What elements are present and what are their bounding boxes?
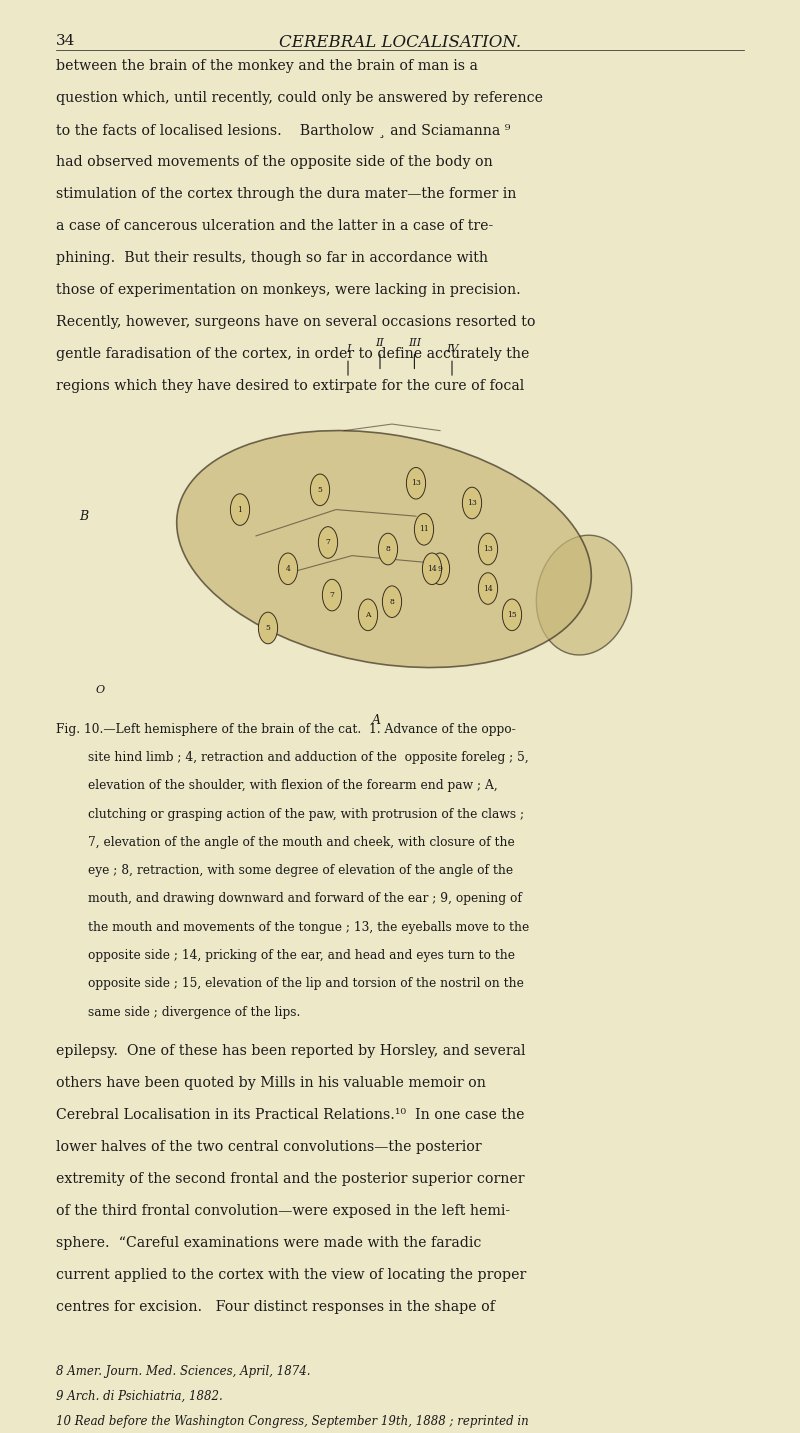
Circle shape [230,494,250,526]
Circle shape [322,579,342,610]
Text: the mouth and movements of the tongue ; 13, the eyeballs move to the: the mouth and movements of the tongue ; … [88,921,530,934]
Circle shape [258,612,278,643]
Circle shape [310,474,330,506]
Circle shape [502,599,522,631]
Text: eye ; 8, retraction, with some degree of elevation of the angle of the: eye ; 8, retraction, with some degree of… [88,864,513,877]
Circle shape [382,586,402,618]
Circle shape [430,553,450,585]
Text: site hind limb ; 4, retraction and adduction of the  opposite foreleg ; 5,: site hind limb ; 4, retraction and adduc… [88,751,529,764]
Text: 8 Amer. Journ. Med. Sciences, April, 1874.: 8 Amer. Journ. Med. Sciences, April, 187… [56,1366,310,1379]
Text: 8: 8 [390,598,394,606]
Text: 14: 14 [427,565,437,573]
Text: mouth, and drawing downward and forward of the ear ; 9, opening of: mouth, and drawing downward and forward … [88,893,522,906]
Text: question which, until recently, could only be answered by reference: question which, until recently, could on… [56,92,543,105]
Text: 10 Read before the Washington Congress, September 19th, 1888 ; reprinted in: 10 Read before the Washington Congress, … [56,1414,529,1429]
Text: O: O [95,685,105,695]
Circle shape [422,553,442,585]
Text: 4: 4 [286,565,290,573]
Text: to the facts of localised lesions.    Bartholow ¸ and Sciamanna ⁹: to the facts of localised lesions. Barth… [56,123,510,138]
Text: B: B [79,510,89,523]
Circle shape [278,553,298,585]
Ellipse shape [177,430,591,668]
Text: IV: IV [446,344,458,354]
Text: A: A [371,714,381,727]
Circle shape [406,467,426,499]
Text: phining.  But their results, though so far in accordance with: phining. But their results, though so fa… [56,251,488,265]
Text: 5: 5 [266,623,270,632]
Text: 8: 8 [386,545,390,553]
Circle shape [318,527,338,559]
Text: between the brain of the monkey and the brain of man is a: between the brain of the monkey and the … [56,59,478,73]
Circle shape [462,487,482,519]
Text: a case of cancerous ulceration and the latter in a case of tre-: a case of cancerous ulceration and the l… [56,219,494,234]
Text: III: III [408,338,421,348]
Text: 34: 34 [56,34,75,49]
Text: 13: 13 [483,545,493,553]
Circle shape [414,513,434,545]
Text: those of experimentation on monkeys, were lacking in precision.: those of experimentation on monkeys, wer… [56,282,521,297]
Text: gentle faradisation of the cortex, in order to define accurately the: gentle faradisation of the cortex, in or… [56,347,530,361]
Text: regions which they have desired to extirpate for the cure of focal: regions which they have desired to extir… [56,378,524,393]
Text: clutching or grasping action of the paw, with protrusion of the claws ;: clutching or grasping action of the paw,… [88,808,524,821]
Text: 13: 13 [467,499,477,507]
Text: sphere.  “Careful examinations were made with the faradic: sphere. “Careful examinations were made … [56,1237,482,1250]
Text: 14: 14 [483,585,493,592]
Text: 13: 13 [411,479,421,487]
Circle shape [378,533,398,565]
Text: extremity of the second frontal and the posterior superior corner: extremity of the second frontal and the … [56,1172,525,1187]
Text: current applied to the cortex with the view of locating the proper: current applied to the cortex with the v… [56,1268,526,1283]
Text: 9: 9 [438,565,442,573]
Ellipse shape [536,535,632,655]
Text: others have been quoted by Mills in his valuable memoir on: others have been quoted by Mills in his … [56,1076,486,1091]
Text: epilepsy.  One of these has been reported by Horsley, and several: epilepsy. One of these has been reported… [56,1045,526,1059]
Text: CEREBRAL LOCALISATION.: CEREBRAL LOCALISATION. [279,34,521,52]
Text: A: A [366,610,370,619]
Text: Cerebral Localisation in its Practical Relations.¹⁰  In one case the: Cerebral Localisation in its Practical R… [56,1108,525,1122]
Text: 11: 11 [419,526,429,533]
Text: of the third frontal convolution—were exposed in the left hemi-: of the third frontal convolution—were ex… [56,1204,510,1218]
Text: 15: 15 [507,610,517,619]
Text: stimulation of the cortex through the dura mater—the former in: stimulation of the cortex through the du… [56,188,516,201]
Text: II: II [376,338,384,348]
Text: 7: 7 [326,539,330,546]
Text: opposite side ; 15, elevation of the lip and torsion of the nostril on the: opposite side ; 15, elevation of the lip… [88,977,524,990]
Text: elevation of the shoulder, with flexion of the forearm end paw ; A,: elevation of the shoulder, with flexion … [88,780,498,792]
Text: same side ; divergence of the lips.: same side ; divergence of the lips. [88,1006,300,1019]
Text: 7, elevation of the angle of the mouth and cheek, with closure of the: 7, elevation of the angle of the mouth a… [88,835,514,848]
Text: lower halves of the two central convolutions—the posterior: lower halves of the two central convolut… [56,1141,482,1155]
Text: opposite side ; 14, pricking of the ear, and head and eyes turn to the: opposite side ; 14, pricking of the ear,… [88,949,515,962]
Text: 7: 7 [330,590,334,599]
Circle shape [478,573,498,605]
Text: I: I [346,344,350,354]
Text: 5: 5 [318,486,322,494]
Text: Fig. 10.—Left hemisphere of the brain of the cat.  1. Advance of the oppo-: Fig. 10.—Left hemisphere of the brain of… [56,722,516,735]
Text: 1: 1 [238,506,242,513]
Text: 9 Arch. di Psichiatria, 1882.: 9 Arch. di Psichiatria, 1882. [56,1390,222,1403]
Text: Recently, however, surgeons have on several occasions resorted to: Recently, however, surgeons have on seve… [56,315,535,330]
Text: centres for excision.   Four distinct responses in the shape of: centres for excision. Four distinct resp… [56,1300,495,1314]
Circle shape [358,599,378,631]
Circle shape [478,533,498,565]
Text: had observed movements of the opposite side of the body on: had observed movements of the opposite s… [56,155,493,169]
